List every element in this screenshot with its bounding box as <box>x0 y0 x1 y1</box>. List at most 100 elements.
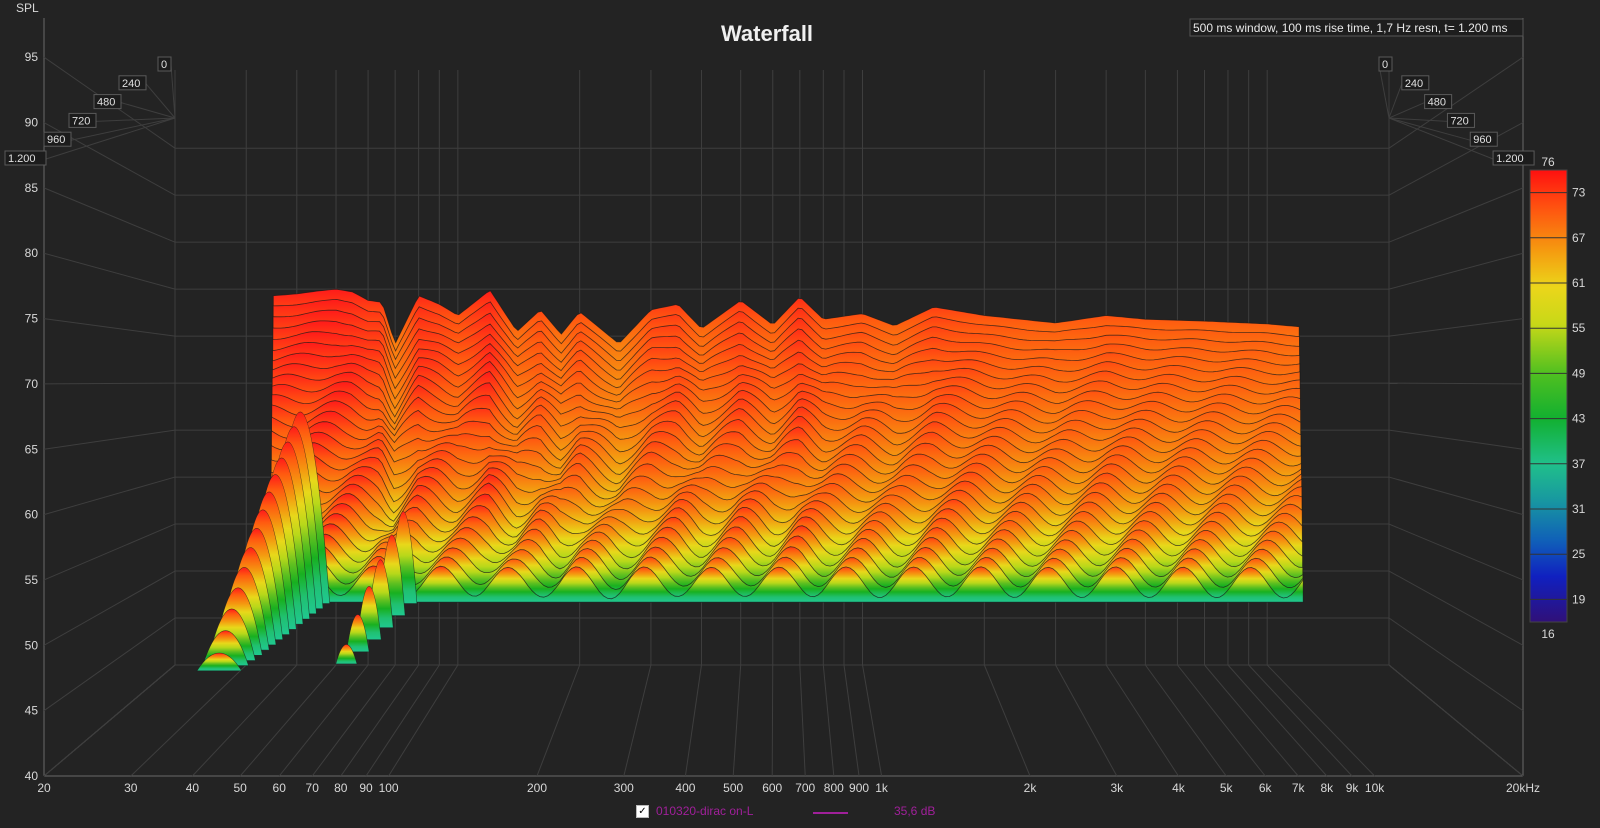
y-tick-label: 75 <box>25 312 39 326</box>
colorbar-label: 61 <box>1572 276 1586 290</box>
freq-gridline-floor <box>862 664 883 777</box>
spl-gridline-right <box>1388 617 1524 712</box>
x-tick-label: 600 <box>762 781 782 795</box>
time-gridline <box>145 83 176 119</box>
spl-gridline-left <box>43 617 176 712</box>
colorbar-label: 55 <box>1572 321 1586 335</box>
x-tick-label: 100 <box>379 781 399 795</box>
colorbar-label: 67 <box>1572 231 1586 245</box>
freq-gridline-floor <box>1144 664 1227 777</box>
time-tick-box <box>1424 94 1453 110</box>
time-tick-label: 0 <box>161 59 167 71</box>
x-tick-label: 900 <box>849 781 869 795</box>
x-tick-label: 10k <box>1365 781 1385 795</box>
freq-gridline-floor <box>340 664 420 777</box>
x-tick-label: 700 <box>795 781 815 795</box>
x-tick-label: 500 <box>723 781 743 795</box>
x-tick-label: 3k <box>1110 781 1124 795</box>
freq-gridline-floor <box>239 664 337 777</box>
time-tick-box <box>1492 150 1535 166</box>
spl-gridline-left <box>43 187 176 243</box>
spl-gridline-left <box>43 429 176 450</box>
colorbar-label: 37 <box>1572 457 1586 471</box>
legend-checkbox[interactable]: ✓ <box>636 805 649 818</box>
freq-gridline-floor <box>388 664 459 777</box>
info-box <box>1189 18 1524 37</box>
x-tick-label: 40 <box>186 781 200 795</box>
spl-gridline-left <box>43 252 176 290</box>
colorbar-label: 43 <box>1572 412 1586 426</box>
y-tick-label: 65 <box>25 442 39 456</box>
time-tick-box <box>4 150 47 166</box>
legend-series-name[interactable]: 010320-dirac on-L <box>656 804 754 818</box>
time-tick-box <box>1378 56 1393 72</box>
colorbar-label: 25 <box>1572 547 1586 561</box>
y-axis-title: SPL <box>16 1 39 15</box>
spl-gridline-right <box>1388 429 1524 450</box>
time-tick-box <box>93 94 122 110</box>
freq-gridline-floor <box>1055 664 1118 777</box>
x-tick-label: 2k <box>1024 781 1038 795</box>
time-tick-box <box>1469 131 1498 147</box>
freq-gridline-floor <box>822 664 835 777</box>
time-tick-box <box>1446 112 1475 128</box>
time-tick-label: 720 <box>1450 115 1468 127</box>
spl-gridline-left <box>43 570 176 646</box>
x-tick-label: 8k <box>1320 781 1334 795</box>
time-tick-box <box>157 56 172 72</box>
time-tick-label: 1.200 <box>1496 153 1524 165</box>
colorbar-label: 19 <box>1572 592 1586 606</box>
freq-gridline-floor <box>623 664 652 777</box>
y-tick-label: 45 <box>25 704 39 718</box>
colorbar-label: 31 <box>1572 502 1586 516</box>
legend-value: 35,6 dB <box>894 804 936 818</box>
time-gridline <box>1378 64 1390 119</box>
y-tick-label: 40 <box>25 769 39 783</box>
legend-bar <box>0 800 1600 828</box>
spl-gridline-left <box>43 318 176 337</box>
y-tick-label: 90 <box>25 116 39 130</box>
freq-gridline-floor <box>130 664 247 777</box>
x-tick-label: 400 <box>675 781 695 795</box>
time-tick-label: 240 <box>122 78 140 90</box>
freq-gridline-floor <box>365 664 440 777</box>
freq-gridline-floor <box>799 664 806 777</box>
spl-gridline-left <box>43 382 176 385</box>
freq-gridline-floor <box>43 664 176 777</box>
freq-gridline-floor <box>278 664 369 777</box>
y-tick-label: 95 <box>25 50 39 64</box>
y-tick-label: 85 <box>25 181 39 195</box>
time-gridline <box>1388 117 1448 122</box>
time-tick-box <box>43 131 72 147</box>
decay-lobe <box>196 652 243 672</box>
x-tick-label: 800 <box>824 781 844 795</box>
freq-gridline-floor <box>536 664 581 777</box>
axis-labels: 40 45 50 55 60 65 70 75 80 85 90 95 20 30 40 50 60 70 80 90… <box>4 50 1540 795</box>
time-gridline <box>1388 102 1425 119</box>
spl-gridline-right <box>1388 523 1524 581</box>
x-tick-label: 20kHz <box>1506 781 1540 795</box>
y-tick-label: 60 <box>25 508 39 522</box>
x-tick-label: 90 <box>359 781 373 795</box>
time-tick-label: 240 <box>1405 78 1423 90</box>
x-tick-label: 5k <box>1220 781 1234 795</box>
x-tick-label: 200 <box>527 781 547 795</box>
time-gridline <box>95 117 176 122</box>
time-gridline <box>1388 83 1403 119</box>
waterfall-slice <box>269 564 1304 603</box>
y-tick-label: 50 <box>25 638 39 652</box>
time-tick-box <box>1401 75 1430 91</box>
time-gridline <box>70 117 176 141</box>
info-text: 500 ms window, 100 ms rise time, 1,7 Hz … <box>1193 21 1507 35</box>
colorbar-labels: 76 73 67 61 55 49 43 37 31 25 19 16 <box>1530 155 1586 641</box>
x-tick-label: 6k <box>1259 781 1273 795</box>
time-tick-label: 480 <box>97 97 115 109</box>
x-tick-label: 30 <box>124 781 138 795</box>
spl-gridline-right <box>1388 382 1524 385</box>
x-tick-label: 4k <box>1172 781 1186 795</box>
time-gridline <box>120 102 176 119</box>
freq-gridline-floor <box>311 664 396 777</box>
x-tick-label: 1k <box>875 781 889 795</box>
freq-gridline-floor <box>983 664 1031 777</box>
freq-gridline-floor <box>1204 664 1299 777</box>
